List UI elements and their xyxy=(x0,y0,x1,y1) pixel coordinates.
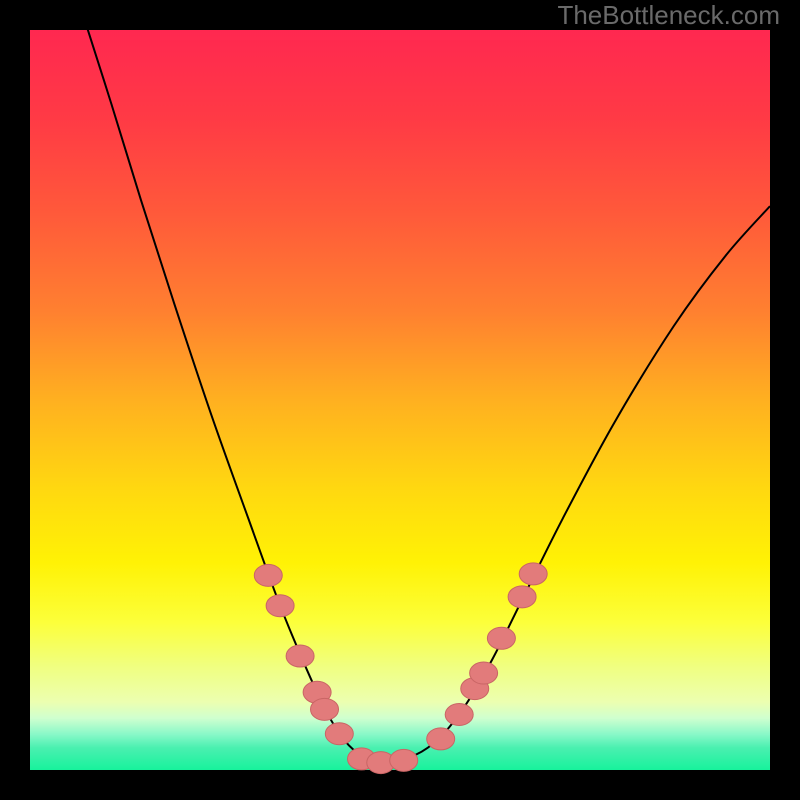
plot-area xyxy=(30,30,770,770)
curve-marker xyxy=(266,595,294,617)
curve-marker xyxy=(325,723,353,745)
curve-marker xyxy=(445,704,473,726)
chart-frame: TheBottleneck.com xyxy=(0,0,800,800)
curve-marker xyxy=(311,698,339,720)
curve-marker xyxy=(470,662,498,684)
curve-marker xyxy=(427,728,455,750)
curve-marker xyxy=(390,749,418,771)
watermark-label: TheBottleneck.com xyxy=(557,0,780,31)
curve-marker xyxy=(286,645,314,667)
chart-svg xyxy=(30,30,770,770)
curve-marker xyxy=(508,586,536,608)
curve-marker xyxy=(254,564,282,586)
curve-marker xyxy=(519,563,547,585)
gradient-background xyxy=(30,30,770,770)
curve-marker xyxy=(487,627,515,649)
